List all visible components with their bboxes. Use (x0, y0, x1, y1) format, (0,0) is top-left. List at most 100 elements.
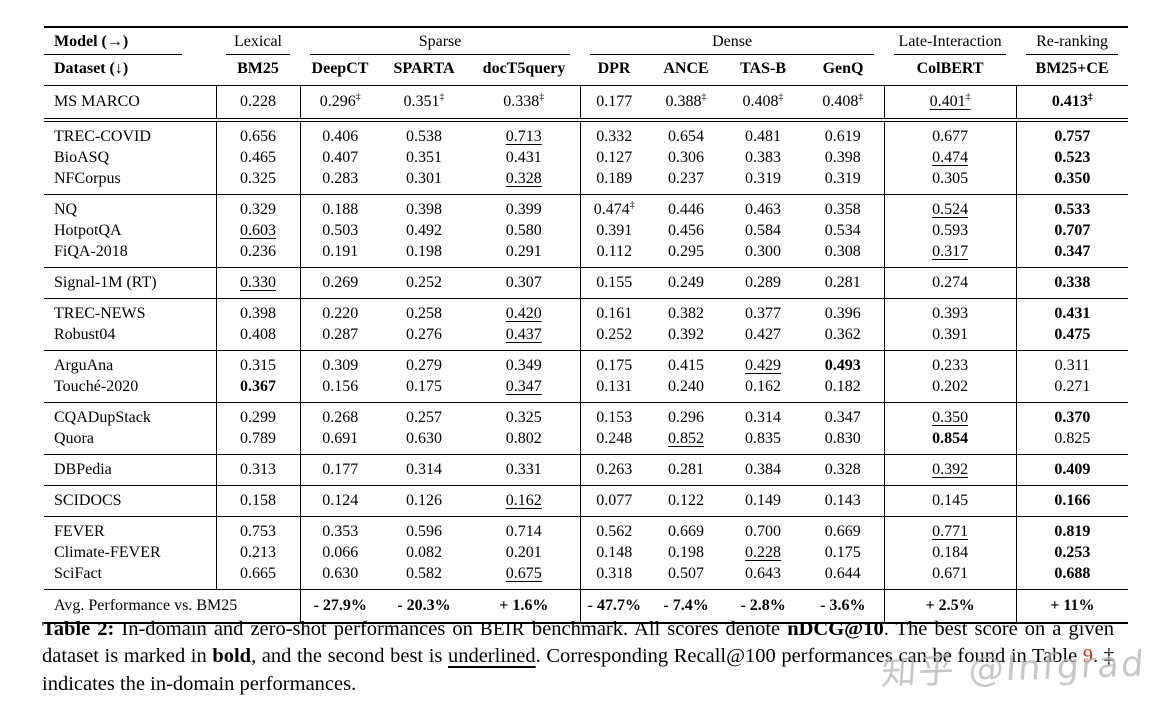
score-value: 0.688 (1054, 565, 1091, 582)
score-cell: 0.175 (802, 543, 884, 564)
score-value: 0.415 (668, 357, 705, 374)
score-cell: 0.331 (468, 455, 580, 486)
in-domain-dagger: ‡ (778, 91, 784, 103)
score-cell: 0.182 (802, 377, 884, 403)
score-cell: 0.474‡ (579, 194, 649, 221)
score-value: 0.283 (322, 170, 359, 187)
score-cell: 0.077 (579, 485, 649, 517)
score-cell: 0.456 (648, 221, 724, 242)
score-cell: 0.481 (724, 122, 802, 148)
in-domain-dagger: ‡ (439, 91, 445, 103)
column-header-colbert: ColBERT (916, 60, 984, 77)
score-value: 0.314 (745, 409, 782, 426)
dataset-group: FEVER 0.753 0.353 0.596 0.714 0.562 0.669 0.700… (44, 516, 1129, 590)
score-value: 0.413‡ (1051, 91, 1093, 110)
score-cell: 0.393 (883, 298, 1017, 325)
score-cell: 0.233 (883, 350, 1017, 377)
score-cell: 0.201 (468, 543, 580, 564)
score-value: 0.315 (240, 357, 276, 374)
table-row: HotpotQA 0.603 0.503 0.492 0.580 0.391 0.456 0.… (44, 220, 1129, 242)
score-value: - 47.7% (587, 597, 641, 614)
score-cell: 0.184 (883, 542, 1017, 564)
dataset-group: DBPedia 0.313 0.177 0.314 0.331 0.263 0.281 0.3… (44, 454, 1129, 486)
score-value: 0.713 (505, 128, 542, 145)
score-value: 0.191 (322, 243, 359, 260)
score-cell: 0.401‡ (883, 85, 1017, 119)
group-header-late-interaction: Late-Interaction (884, 27, 1016, 55)
table-row: Quora 0.789 0.691 0.630 0.802 0.248 0.852 0.835… (44, 428, 1129, 455)
score-value: 0.630 (322, 565, 359, 582)
score-value: 0.456 (668, 222, 705, 239)
score-cell: 0.287 (299, 324, 380, 351)
score-value: 0.644 (824, 565, 861, 582)
in-domain-dagger: ‡ (965, 91, 971, 103)
score-cell: 0.353 (299, 516, 380, 543)
score-value: 0.431 (505, 149, 542, 166)
score-value: 0.308 (824, 243, 861, 260)
dataset-group: SCIDOCS 0.158 0.124 0.126 0.162 0.077 0.122 0.1… (44, 485, 1129, 517)
score-value: 0.162 (505, 492, 542, 509)
score-cell: 0.329 (215, 194, 300, 221)
in-domain-dagger: ‡ (1087, 91, 1093, 103)
score-value: 0.233 (932, 357, 969, 374)
column-header-dpr: DPR (597, 60, 631, 77)
score-value: 0.406 (322, 128, 359, 145)
score-cell: 0.644 (802, 564, 884, 590)
score-cell: 0.347 (802, 403, 884, 429)
avg-performance-cell: - 47.7% (579, 589, 649, 623)
score-value: 0.802 (505, 430, 542, 447)
caption-segment: Table 2: (42, 618, 115, 640)
benchmark-table: Model (→) Lexical Sparse Dense Late-Interact… (44, 26, 1129, 624)
score-cell: 0.398 (380, 195, 468, 221)
score-cell: 0.757 (1015, 121, 1129, 148)
score-value: 0.276 (406, 326, 442, 343)
score-cell: 0.713 (468, 122, 580, 148)
score-value: 0.350 (1054, 170, 1091, 187)
score-cell: 0.377 (724, 299, 802, 325)
column-header-row: Dataset (↓) BM25 DeepCT SPARTA docT5query DPR… (44, 55, 1128, 86)
avg-performance-row: Avg. Performance vs. BM25 - 27.9% - 20.3% +… (44, 589, 1129, 623)
dataset-name: FiQA-2018 (54, 243, 128, 260)
score-cell: 0.082 (380, 543, 468, 564)
score-value: 0.149 (745, 492, 782, 509)
score-value: 0.319 (745, 170, 782, 187)
score-value: 0.296 (668, 409, 705, 426)
dataset-name: MS MARCO (54, 93, 140, 110)
score-value: + 2.5% (925, 597, 975, 614)
score-cell: 0.349 (468, 351, 580, 377)
score-value: 0.311 (1054, 357, 1091, 374)
dataset-name: SciFact (54, 565, 102, 582)
group-header-dense: Dense (580, 27, 884, 55)
score-value: 0.328 (824, 461, 861, 478)
score-cell: 0.283 (299, 168, 380, 195)
score-cell: 0.677 (883, 121, 1017, 148)
caption-segment: 9 (1082, 645, 1094, 668)
score-value: 0.580 (505, 222, 542, 239)
score-value: 0.391 (596, 222, 633, 239)
score-cell: 0.158 (215, 485, 300, 517)
score-value: 0.236 (240, 243, 276, 260)
model-header-label: Model (→) (44, 32, 182, 55)
table-row: NFCorpus 0.325 0.283 0.301 0.328 0.189 0.237 0.… (44, 168, 1129, 195)
score-value: 0.835 (745, 430, 782, 447)
score-cell: 0.279 (380, 351, 468, 377)
score-cell: 0.126 (380, 486, 468, 517)
score-value: 0.148 (596, 544, 633, 561)
in-domain-dagger: ‡ (629, 199, 635, 211)
score-value: 0.287 (322, 326, 359, 343)
column-header-bm25: BM25 (237, 60, 279, 77)
score-value: 0.474‡ (593, 199, 635, 218)
score-value: 0.408 (240, 326, 276, 343)
score-cell: 0.351‡ (380, 86, 468, 119)
score-value: 0.533 (1054, 201, 1091, 218)
score-value: 0.700 (745, 523, 782, 540)
score-value: 0.162 (745, 378, 782, 395)
score-cell: 0.289 (724, 268, 802, 299)
table-row: TREC-COVID 0.656 0.406 0.538 0.713 0.332 0.654… (44, 121, 1129, 148)
table-row: TREC-NEWS 0.398 0.220 0.258 0.420 0.161 0.382 0… (44, 298, 1129, 325)
score-value: 0.789 (240, 430, 276, 447)
score-value: 0.353 (322, 523, 359, 540)
column-header-bm25-ce: BM25+CE (1035, 60, 1109, 77)
score-value: 0.358 (824, 201, 861, 218)
score-cell: 0.313 (215, 454, 300, 486)
